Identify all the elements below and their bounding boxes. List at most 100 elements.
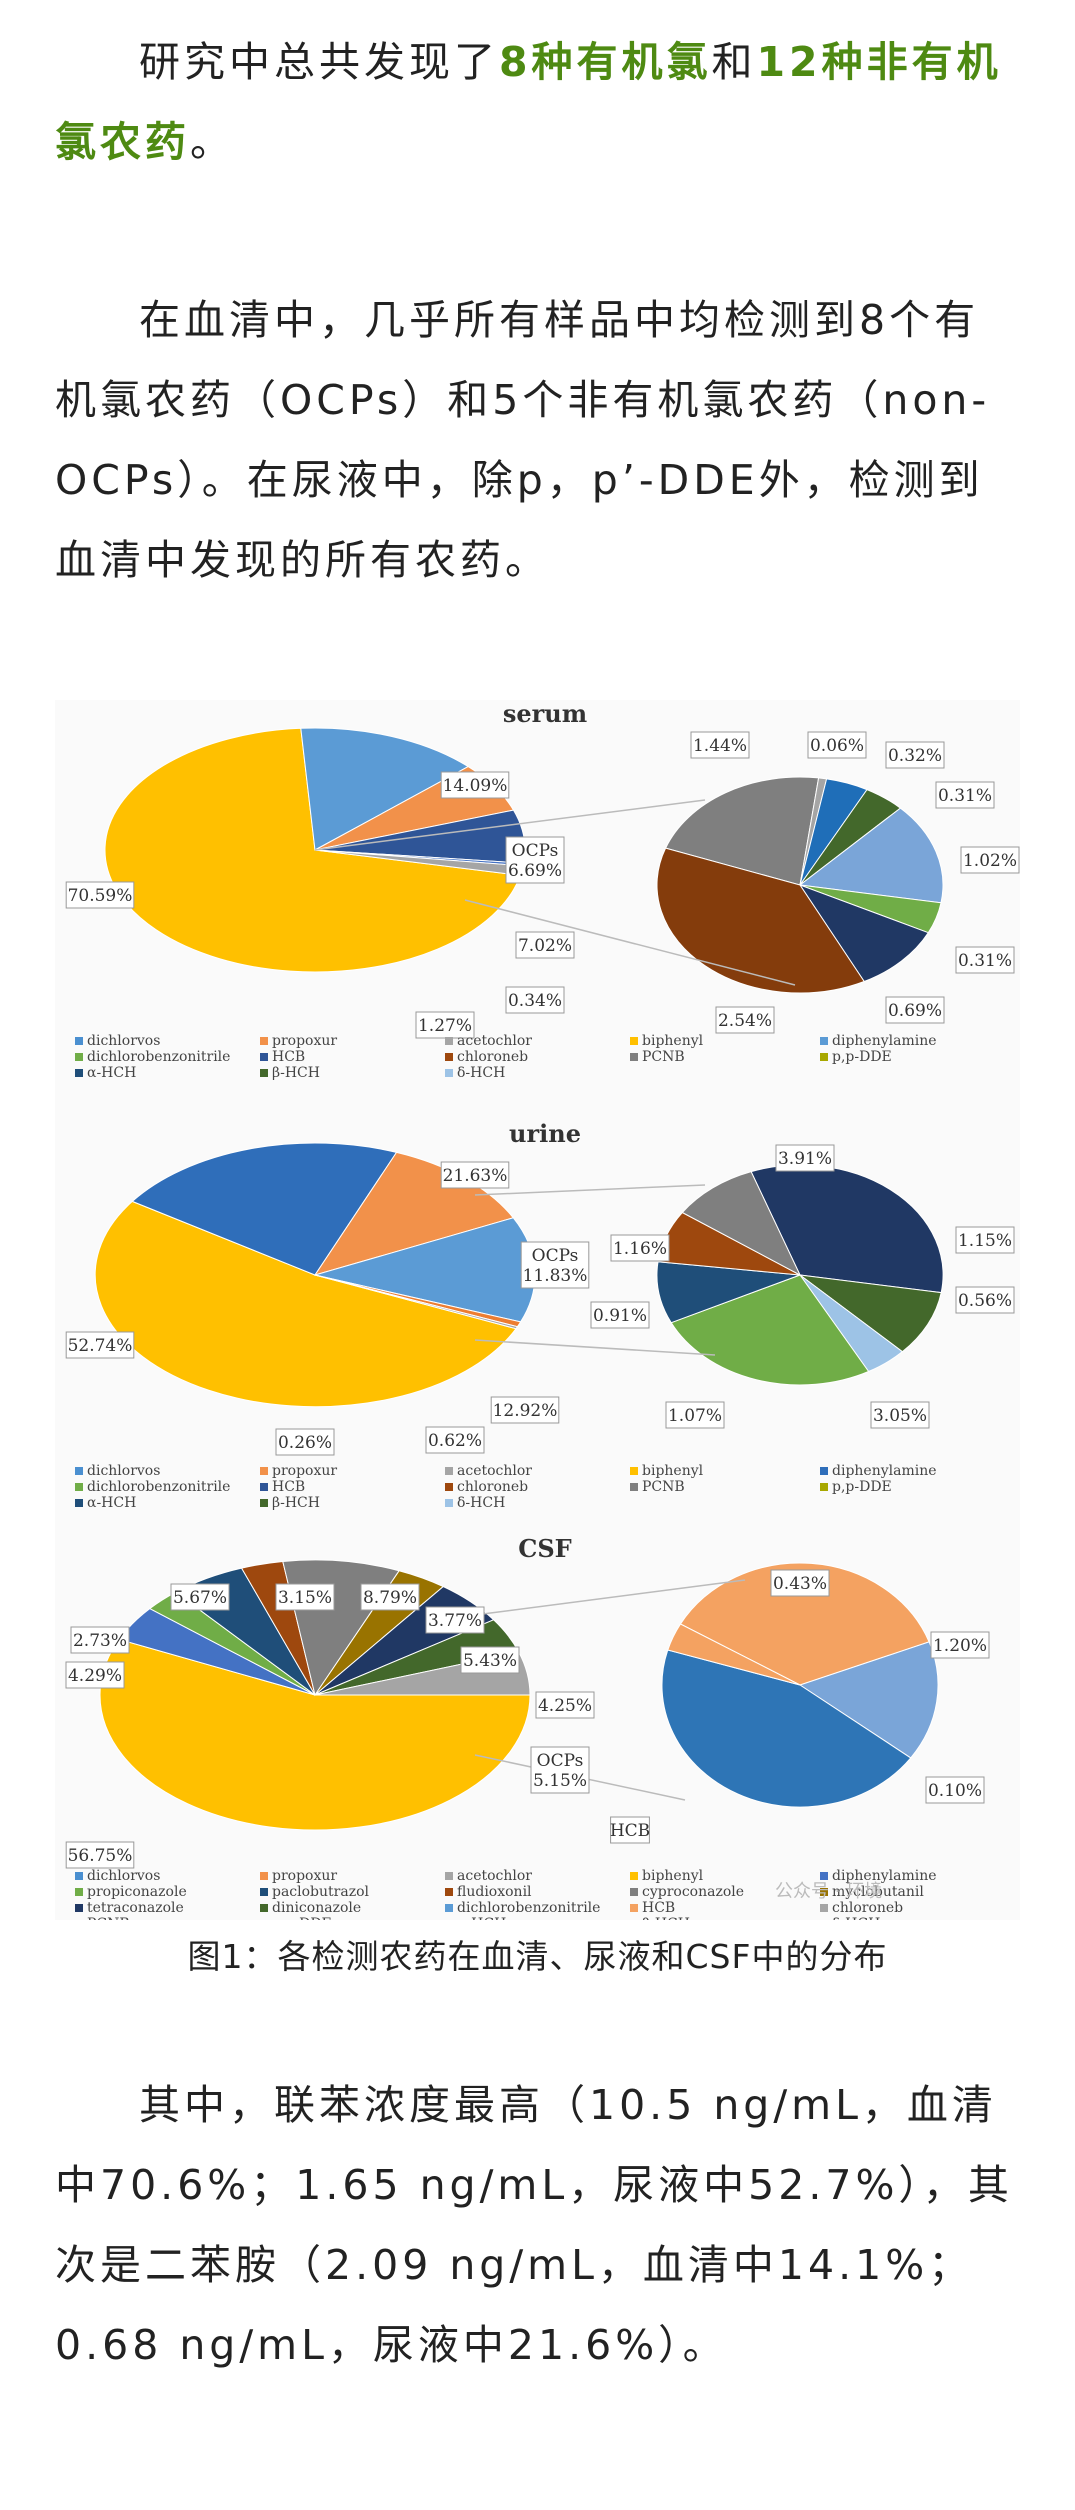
csf-legend-swatch-1 [260, 1872, 268, 1880]
serum-legend-item-4: diphenylamine [832, 1033, 937, 1049]
csf-main-label-4-box [275, 1583, 335, 1611]
serum-main-label-0: 70.59% [65, 881, 135, 909]
serum-legend-swatch-8 [630, 1053, 638, 1061]
serum-sub-label-1-text: 0.06% [810, 736, 864, 756]
intro-highlight-ocp: 8种有机氯 [499, 38, 712, 86]
figure-canvas: serum70.59%14.09%OCPs6.69%7.02%0.34%1.27… [65, 700, 1020, 1920]
csf-legend-item-2: acetochlor [457, 1868, 532, 1884]
csf-main-label-7-text: 5.43% [463, 1651, 517, 1671]
urine-sub-label-5-box [590, 1301, 650, 1329]
csf-legend-item-8: cyproconazole [642, 1884, 744, 1900]
serum-sub-label-0-text: 1.44% [693, 736, 747, 756]
serum-sub-label-7: 2.54% [715, 1006, 775, 1034]
serum-sub-label-6: 0.69% [885, 996, 945, 1024]
csf-main-label-7-box [460, 1646, 520, 1674]
csf-legend-item-9: myclobutanil [832, 1884, 924, 1900]
urine-sub-label-5-text: 0.91% [593, 1306, 647, 1326]
csf-main-label-4: 3.15% [275, 1583, 335, 1611]
serum-legend-item-8: PCNB [642, 1049, 685, 1065]
urine-connector-top [474, 1184, 706, 1196]
csf-legend-item-7: fludioxonil [457, 1884, 532, 1900]
serum-sub-label-7-text: 2.54% [718, 1011, 772, 1031]
urine-sub-pie-slice-6 [681, 1171, 802, 1277]
serum-legend-swatch-11 [260, 1069, 268, 1077]
urine-legend-swatch-8 [630, 1483, 638, 1491]
serum-sub-pie-slice-6 [798, 883, 930, 983]
csf-legend-item-12: dichlorobenzonitrile [457, 1900, 600, 1916]
csf-sub-label-0: HCB [610, 1816, 650, 1844]
urine-main-label-2-text: OCPs [532, 1246, 579, 1266]
intro-text-mid: 和 [711, 38, 757, 86]
urine-main-label-3-text: 12.92% [493, 1401, 558, 1421]
serum-main-label-3-box [515, 931, 575, 959]
serum-legend-swatch-2 [445, 1037, 453, 1045]
csf-main-label-2-box [70, 1626, 130, 1654]
urine-main-label-4-box [425, 1426, 485, 1454]
urine-legend-item-8: PCNB [642, 1479, 685, 1495]
serum-sub-label-1-box [807, 731, 867, 759]
csf-legend-swatch-7 [445, 1888, 453, 1896]
urine-legend-item-3: biphenyl [642, 1463, 704, 1479]
intro-paragraph: 研究中总共发现了8种有机氯和12种非有机氯农药。 [55, 22, 1020, 182]
serum-sub-label-4: 1.02% [960, 846, 1020, 874]
csf-legend-item-15: PCNB [87, 1916, 130, 1920]
urine-sub-pie-slice-1 [798, 1274, 942, 1353]
serum-main-pie-slice-1 [300, 727, 470, 851]
csf-legend-item-13: HCB [642, 1900, 675, 1916]
csf-legend-item-16: p,p-DDE [272, 1916, 332, 1920]
urine-sub-label-4-text: 1.07% [668, 1406, 722, 1426]
serum-legend-swatch-7 [445, 1053, 453, 1061]
serum-legend-swatch-1 [260, 1037, 268, 1045]
watermark-text: 公众号 · 环境 [775, 1881, 882, 1902]
serum-sub-label-0-box [690, 731, 750, 759]
csf-legend-swatch-2 [445, 1872, 453, 1880]
csf-main-label-1-box [65, 1661, 125, 1689]
serum-legend-swatch-4 [820, 1037, 828, 1045]
csf-legend-swatch-4 [820, 1872, 828, 1880]
urine-main-label-0: 52.74% [65, 1331, 135, 1359]
intro-text-post: 。 [190, 118, 235, 166]
serum-main-label-1: 14.09% [440, 771, 510, 799]
urine-legend-item-5: dichlorobenzonitrile [87, 1479, 230, 1495]
intro-text-pre: 研究中总共发现了 [139, 38, 499, 86]
csf-sub-pie-slice-3 [667, 1623, 801, 1686]
urine-legend-item-1: propoxur [272, 1463, 337, 1479]
urine-legend-swatch-0 [75, 1467, 83, 1475]
serum-legend-item-3: biphenyl [642, 1033, 704, 1049]
csf-main-label-5: 8.79% [360, 1583, 420, 1611]
csf-sub-pie [661, 1562, 939, 1808]
urine-sub-label-1: 1.15% [955, 1226, 1015, 1254]
csf-sub-label-3: 0.10% [925, 1776, 985, 1804]
urine-sub-pie-slice-4 [656, 1261, 801, 1324]
serum-legend-item-10: α-HCH [87, 1065, 136, 1081]
urine-sub-label-3-text: 3.05% [873, 1406, 927, 1426]
csf-main-label-9-text: 5.15% [533, 1771, 587, 1791]
csf-legend-swatch-8 [630, 1888, 638, 1896]
concentration-paragraph: 其中，联苯浓度最高（10.5 ng/mL，血清中70.6%；1.65 ng/mL… [55, 2065, 1020, 2385]
csf-legend-swatch-12 [445, 1904, 453, 1912]
urine-legend-item-10: α-HCH [87, 1495, 136, 1511]
serum-main-label-5-text: 1.27% [418, 1016, 472, 1036]
csf-legend-item-19: δ-HCH [832, 1916, 880, 1920]
csf-sub-label-1: 0.43% [770, 1569, 830, 1597]
csf-main-label-6-box [425, 1606, 485, 1634]
csf-main-label-5-text: 8.79% [363, 1588, 417, 1608]
csf-legend-swatch-13 [630, 1904, 638, 1912]
csf-main-pie [99, 1559, 531, 1831]
serum-legend-item-9: p,p-DDE [832, 1049, 892, 1065]
urine-sub-pie [656, 1164, 944, 1386]
urine-main-label-1-box [440, 1161, 510, 1189]
urine-legend-swatch-3 [630, 1467, 638, 1475]
serum-legend-swatch-12 [445, 1069, 453, 1077]
csf-sub-pie-slice-2 [661, 1649, 912, 1808]
urine-legend-swatch-11 [260, 1499, 268, 1507]
figure-caption: 图1：各检测农药在血清、尿液和CSF中的分布 [187, 1937, 888, 1976]
csf-main-label-1: 4.29% [65, 1661, 125, 1689]
urine-main-label-5-box [275, 1428, 335, 1456]
serum-sub-pie-slice-7 [656, 847, 865, 994]
serum-legend-item-11: β-HCH [272, 1065, 320, 1081]
csf-sub-label-1-box [770, 1569, 830, 1597]
serum-legend-item-5: dichlorobenzonitrile [87, 1049, 230, 1065]
serum-legend-swatch-9 [820, 1053, 828, 1061]
csf-sub-label-0-box [610, 1816, 650, 1844]
